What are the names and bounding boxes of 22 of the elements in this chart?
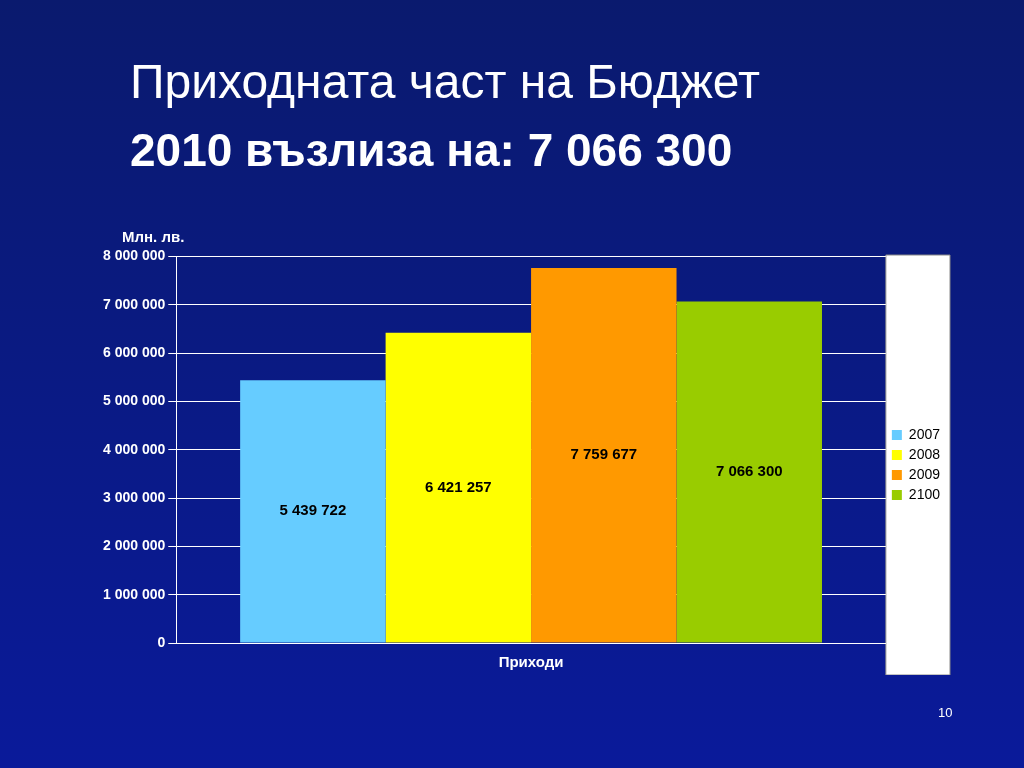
- y-tick-label: 6 000 000: [102, 343, 166, 360]
- chart-title: Приходната част на Бюджет: [130, 54, 760, 110]
- y-tick-label: 4 000 000: [102, 440, 166, 457]
- x-tick-label: Приходи: [498, 653, 564, 671]
- legend-label: 2008: [908, 445, 941, 462]
- y-tick-label: 2 000 000: [102, 537, 166, 554]
- y-tick-label: 8 000 000: [102, 247, 166, 264]
- legend-label: 2100: [908, 485, 941, 502]
- data-label: 7 066 300: [715, 462, 783, 480]
- y-tick-label: 7 000 000: [102, 295, 166, 312]
- y-tick-label: 0: [157, 633, 166, 650]
- y-axis-title: Млн. лв.: [122, 228, 185, 245]
- data-label: 7 759 677: [570, 445, 638, 463]
- legend-label: 2007: [908, 425, 941, 442]
- data-label: 5 439 722: [279, 501, 347, 519]
- y-tick-label: 3 000 000: [102, 488, 166, 505]
- text: 10: [938, 705, 953, 720]
- legend-label: 2009: [908, 465, 941, 482]
- chart-subtitle: 2010 възлиза на: 7 066 300: [130, 123, 733, 178]
- y-tick-label: 5 000 000: [102, 392, 166, 409]
- data-label: 6 421 257: [424, 477, 492, 495]
- y-tick-label: 1 000 000: [102, 585, 166, 602]
